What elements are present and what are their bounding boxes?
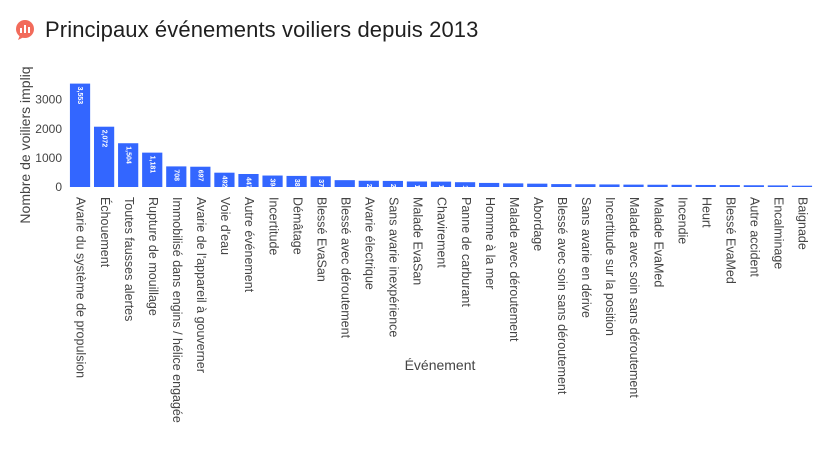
y-tick-label: 1000 xyxy=(35,151,62,165)
bar xyxy=(118,143,139,187)
x-tick-label: Sans avarie inexpérience xyxy=(387,197,401,337)
bar xyxy=(334,180,355,187)
chart-title: Principaux événements voiliers depuis 20… xyxy=(45,17,479,42)
bar xyxy=(671,184,692,187)
bar-value-label: 394 xyxy=(269,179,276,191)
x-tick-label: Blessé avec soin sans déroutement xyxy=(555,197,569,395)
bar-value-label: 1,504 xyxy=(124,146,131,164)
x-tick-label: Malade avec déroutement xyxy=(507,197,521,342)
x-tick-label: Malade EvaSan xyxy=(411,197,425,285)
bar-value-label: 492 xyxy=(221,176,228,188)
bar xyxy=(310,176,331,187)
x-tick-label: Échouement xyxy=(98,197,113,268)
x-tick-label: Sans avarie en dérive xyxy=(579,197,593,318)
bar-value-label: 215 xyxy=(365,184,372,196)
bar xyxy=(527,183,548,187)
bar-value-label: 185 xyxy=(437,185,444,197)
x-tick-label: Panne de carburant xyxy=(459,197,473,307)
y-axis-ticks: 0 1000 2000 3000 xyxy=(35,93,62,194)
x-tick-label: Heurt xyxy=(699,197,713,228)
x-tick-label: Chavirement xyxy=(435,197,449,268)
x-tick-label: Avarie électrique xyxy=(363,197,377,290)
bar xyxy=(238,173,259,187)
x-tick-label: Autre événement xyxy=(242,197,256,293)
y-tick-label: 3000 xyxy=(35,93,62,107)
bar-value-label: 1,181 xyxy=(148,156,155,174)
bar xyxy=(190,166,211,187)
bar-value-label: 370 xyxy=(317,179,324,191)
bar-value-label: 190 xyxy=(413,184,420,196)
chart-badge-icon xyxy=(16,20,34,40)
x-tick-label: Avarie du système de propulsion xyxy=(74,197,88,378)
x-tick-label: Incendie xyxy=(675,197,689,244)
bar xyxy=(551,184,572,187)
x-tick-label: Malade EvaMed xyxy=(651,197,665,287)
bar xyxy=(719,185,740,187)
x-tick-label: Toutes fausses alertes xyxy=(122,197,136,321)
x-tick-label: Blessé EvaSan xyxy=(314,197,328,282)
bar-value-label: 165 xyxy=(461,185,468,197)
bar-value-label: 708 xyxy=(172,169,179,181)
x-axis-ticks: Avarie du système de propulsion Échouemen… xyxy=(74,197,810,423)
bar xyxy=(69,83,91,187)
bar-value-label: 697 xyxy=(197,170,204,182)
y-axis-title: Nombre de voiliers impliq xyxy=(17,66,33,223)
bar xyxy=(93,126,115,187)
bar xyxy=(479,182,500,187)
y-tick-label: 2000 xyxy=(35,122,62,136)
x-tick-label: Abordage xyxy=(531,197,545,251)
x-axis-title: Événement xyxy=(405,357,476,373)
x-tick-label: Démâtage xyxy=(290,197,304,255)
x-tick-label: Voie d'eau xyxy=(218,197,232,255)
x-tick-label: Baignade xyxy=(796,197,810,250)
x-tick-label: Incertitude xyxy=(266,197,280,255)
bar xyxy=(214,172,235,187)
x-tick-label: Incertitude sur la position xyxy=(603,197,617,336)
bar-value-label: 3,553 xyxy=(76,87,83,105)
bar xyxy=(767,185,789,187)
bar xyxy=(503,183,524,187)
x-tick-label: Homme à la mer xyxy=(483,197,497,289)
bars-group: 3,553 2,072 1,504 1,181 708 697 492 447 394 381 37… xyxy=(69,83,813,197)
bar xyxy=(791,185,813,187)
bar xyxy=(406,181,428,187)
bar xyxy=(286,175,307,187)
x-tick-label: Encalminage xyxy=(772,197,786,269)
bar xyxy=(382,180,403,187)
x-tick-label: Avarie de l'appareil à gouverner xyxy=(194,197,208,373)
x-tick-label: Autre accident xyxy=(748,197,762,277)
bar-value-label: 447 xyxy=(245,177,252,189)
bar xyxy=(695,184,716,187)
bar xyxy=(743,185,764,187)
bar-value-label: 381 xyxy=(293,179,300,191)
x-tick-label: Blessé avec déroutement xyxy=(338,197,352,339)
bar xyxy=(262,175,283,187)
x-tick-label: Immobilisé dans engins / hélice engagée xyxy=(170,197,184,423)
bar xyxy=(647,184,668,187)
bar xyxy=(430,181,452,187)
bar xyxy=(142,152,163,187)
bar xyxy=(599,184,620,187)
bar xyxy=(454,182,476,187)
bar xyxy=(623,184,644,187)
bar xyxy=(358,180,379,187)
bar xyxy=(575,184,596,187)
x-tick-label: Blessé EvaMed xyxy=(723,197,737,284)
bar xyxy=(166,166,187,187)
chart-header: Principaux événements voiliers depuis 20… xyxy=(14,12,478,48)
y-tick-label: 0 xyxy=(55,180,62,194)
x-tick-label: Malade avec soin sans déroutement xyxy=(627,197,641,398)
bar-value-label: 2,072 xyxy=(100,130,107,148)
bar-value-label: 209 xyxy=(389,184,396,196)
x-tick-label: Rupture de mouillage xyxy=(146,197,160,316)
